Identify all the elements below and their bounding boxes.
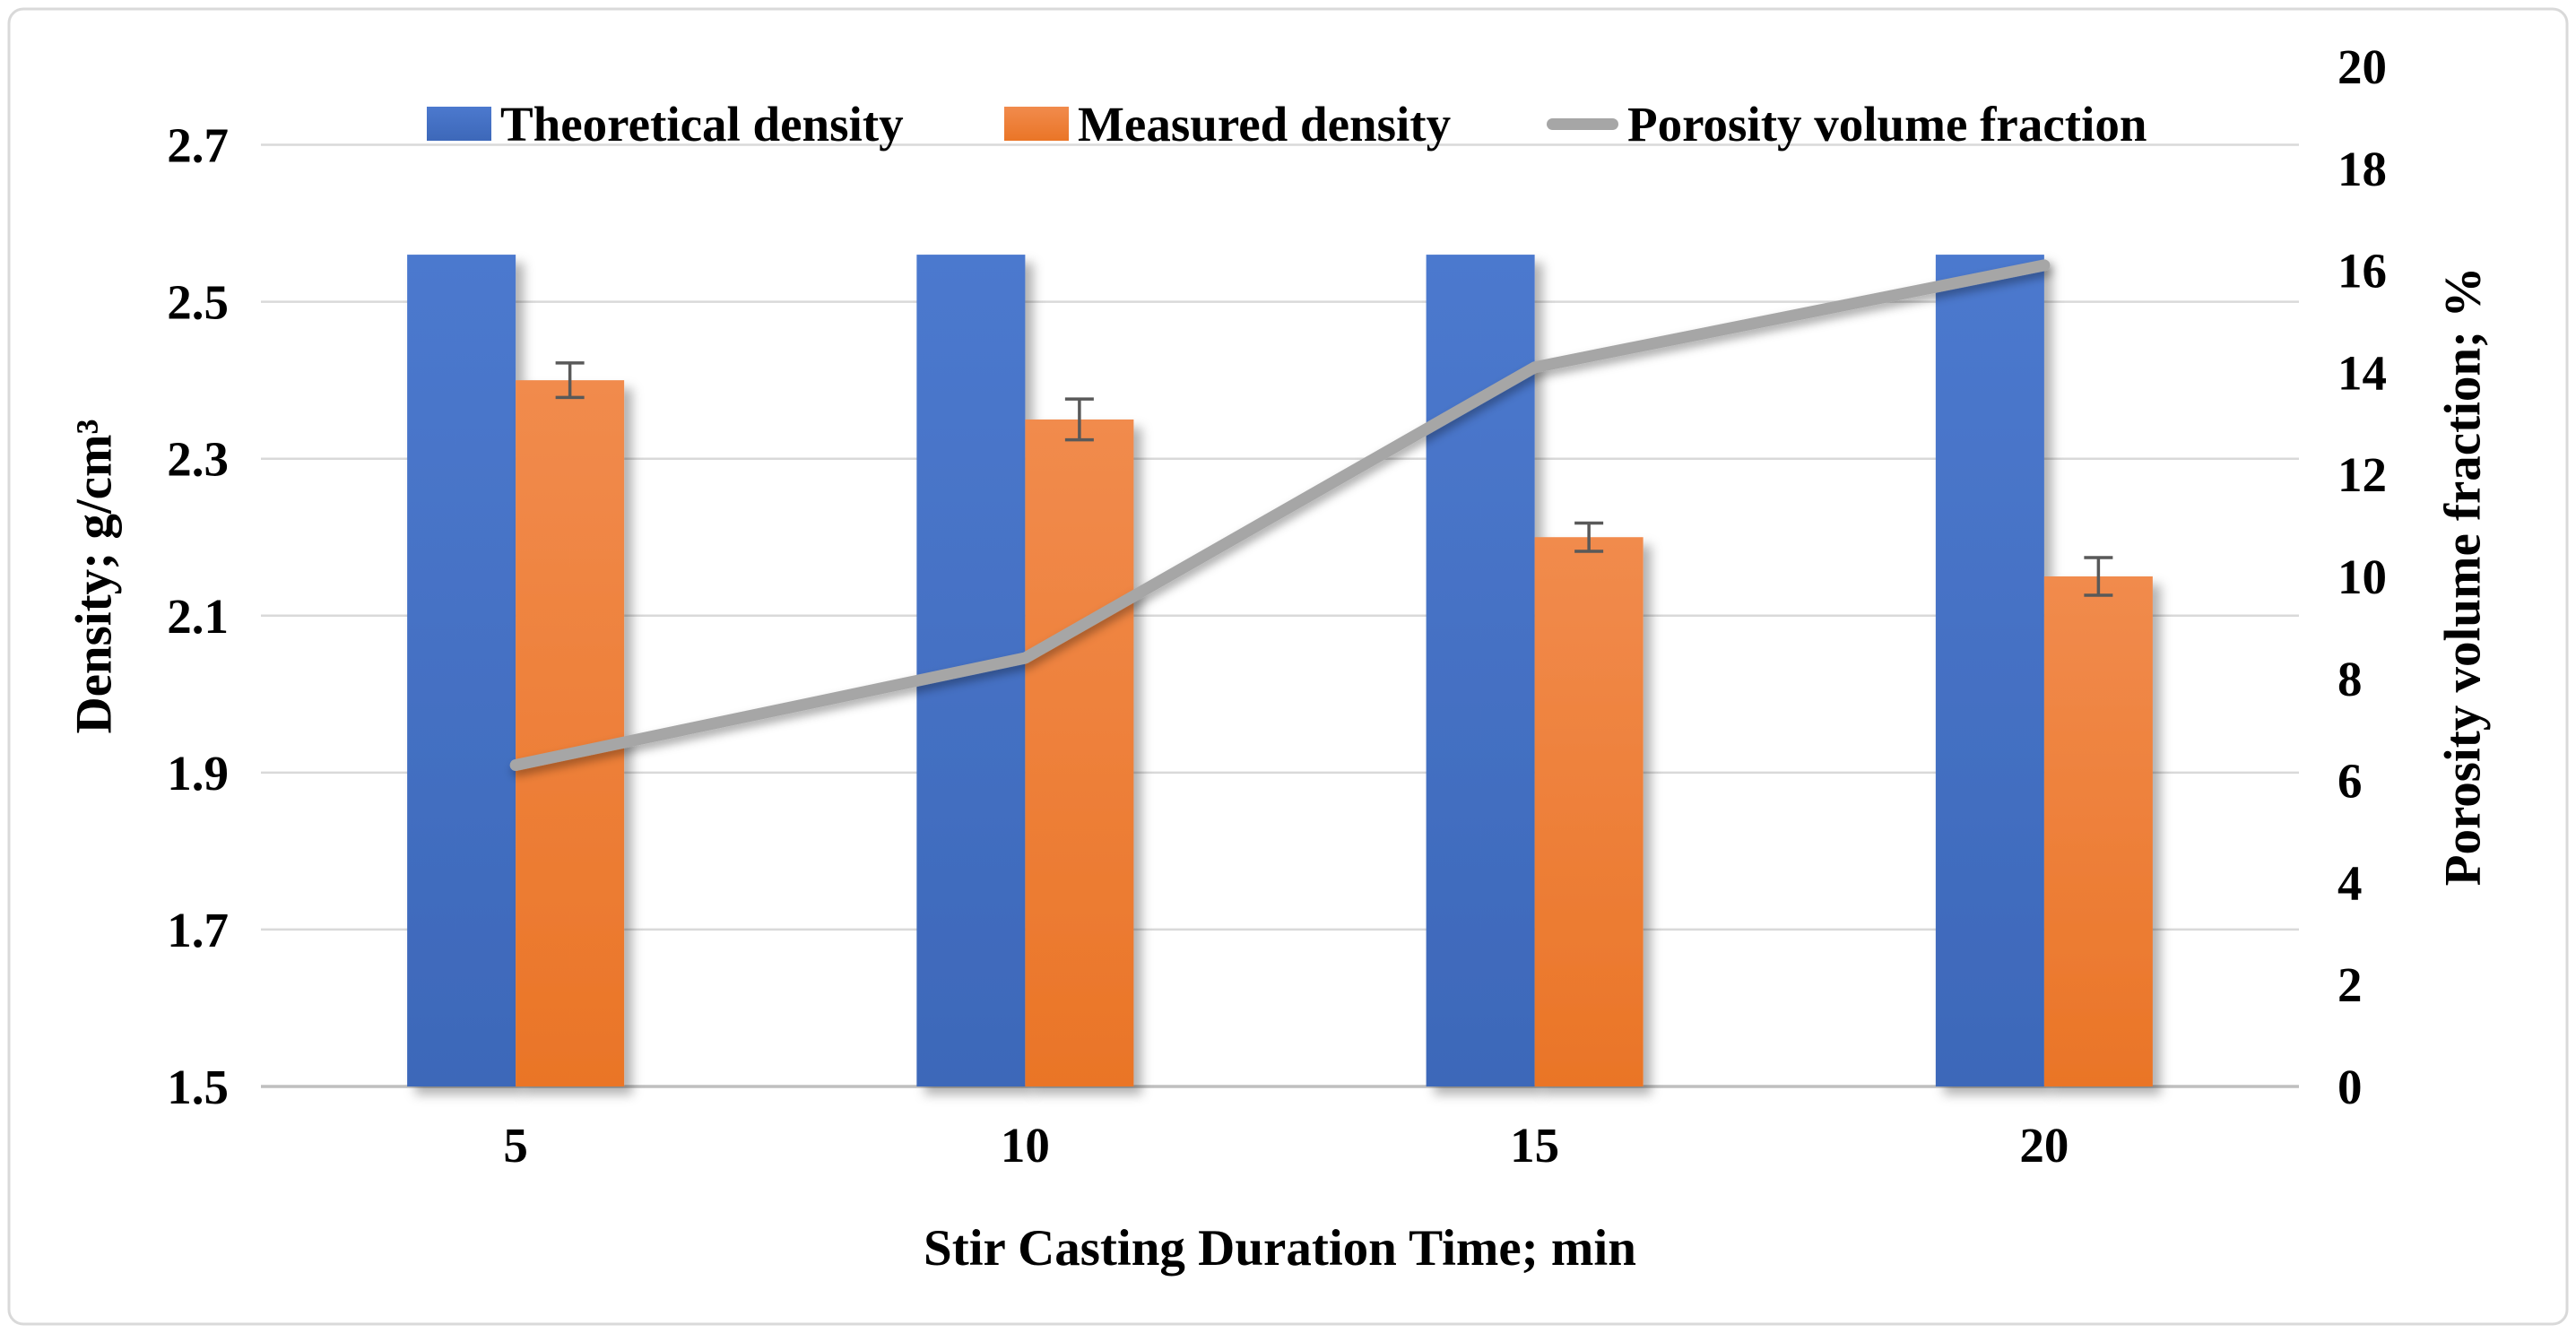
legend-item-measured-density: Measured density bbox=[1004, 95, 1451, 152]
x-tick-label: 10 bbox=[1001, 1118, 1050, 1173]
y-left-tick-label: 1.7 bbox=[167, 903, 229, 957]
legend-label: Measured density bbox=[1078, 96, 1452, 151]
error-bar-20min bbox=[2084, 556, 2113, 597]
y-left-tick-label: 1.5 bbox=[167, 1060, 229, 1114]
bar-measured-10min bbox=[1025, 419, 1134, 1086]
bar-measured-15min bbox=[1534, 537, 1644, 1086]
y-right-tick-label: 12 bbox=[2337, 447, 2387, 502]
bar-measured-5min bbox=[516, 380, 625, 1087]
y-right-tick-label: 16 bbox=[2337, 244, 2387, 299]
error-bar-15min bbox=[1574, 521, 1604, 553]
x-axis-title: Stir Casting Duration Time; min bbox=[924, 1220, 1636, 1277]
y-left-tick-label: 1.9 bbox=[167, 746, 229, 801]
legend-label: Theoretical density bbox=[500, 96, 904, 151]
y-right-tick-label: 20 bbox=[2337, 39, 2387, 94]
theoretical-density-swatch-icon bbox=[427, 107, 491, 141]
y-right-tick-label: 0 bbox=[2337, 1060, 2363, 1114]
x-tick-label: 15 bbox=[1510, 1118, 1559, 1173]
bar-theoretical-5min bbox=[407, 255, 516, 1087]
chart-border bbox=[7, 7, 2569, 1326]
y-right-tick-label: 10 bbox=[2337, 550, 2387, 604]
bar-measured-20min bbox=[2043, 576, 2153, 1086]
porosity-line-swatch-icon bbox=[1547, 117, 1618, 130]
y-right-tick-label: 2 bbox=[2337, 957, 2363, 1012]
y-left-tick-label: 2.5 bbox=[167, 275, 229, 330]
y-left-tick-label: 2.3 bbox=[167, 432, 229, 487]
legend-item-theoretical-density: Theoretical density bbox=[427, 95, 904, 152]
measured-density-swatch-icon bbox=[1004, 107, 1069, 141]
bar-theoretical-20min bbox=[1935, 255, 2044, 1087]
error-bar-10min bbox=[1064, 397, 1094, 442]
y-left-tick-label: 2.7 bbox=[167, 118, 229, 173]
porosity-line bbox=[509, 259, 2051, 772]
y-right-tick-label: 8 bbox=[2337, 652, 2363, 706]
legend-label: Porosity volume fraction bbox=[1627, 96, 2147, 151]
error-bar-5min bbox=[555, 361, 585, 400]
y-axis-title-left: Density; g/cm³ bbox=[65, 419, 123, 734]
y-right-tick-label: 4 bbox=[2337, 855, 2363, 910]
y-right-tick-label: 18 bbox=[2337, 142, 2387, 196]
x-tick-label: 20 bbox=[2019, 1118, 2069, 1173]
y-right-tick-label: 14 bbox=[2337, 345, 2387, 400]
x-tick-label: 5 bbox=[503, 1118, 528, 1173]
y-right-tick-label: 6 bbox=[2337, 754, 2363, 809]
y-axis-title-right: Porosity volume fraction; % bbox=[2434, 266, 2492, 887]
y-left-tick-label: 2.1 bbox=[167, 589, 229, 644]
legend-item-porosity: Porosity volume fraction bbox=[1547, 95, 2147, 152]
